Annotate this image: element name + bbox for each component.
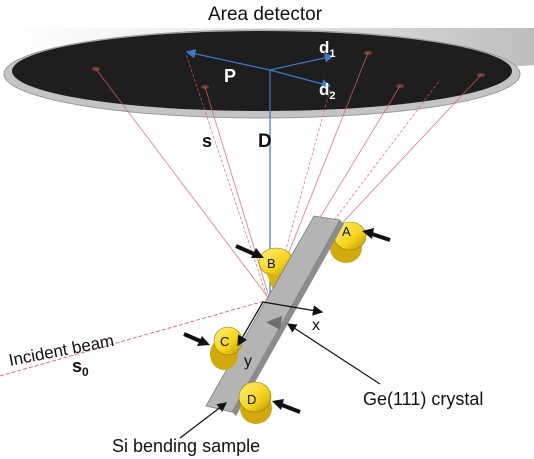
label-si-sample: Si bending sample: [112, 436, 260, 456]
label-ge-crystal: Ge(111) crystal: [363, 389, 483, 409]
area-detector: [4, 28, 534, 118]
label-incident-beam: Incident beam: [7, 331, 115, 370]
label-x-axis: x: [312, 317, 320, 334]
detector-title: Area detector: [208, 4, 323, 25]
label-support-B: B: [267, 256, 276, 271]
force-arrow-A: [372, 234, 390, 240]
label-D-vector: D: [258, 131, 272, 152]
label-support-C: C: [220, 334, 229, 349]
force-arrowhead-D: [272, 399, 284, 410]
label-s: s: [202, 131, 212, 151]
force-arrow-D: [282, 405, 300, 412]
ray: [205, 87, 270, 300]
label-y-axis: y: [244, 353, 252, 370]
label-support-A: A: [342, 224, 351, 239]
crystal-pointer: [288, 324, 380, 384]
sample-strip: [206, 216, 340, 412]
label-P: P: [224, 66, 236, 86]
sample-pointer: [180, 403, 226, 438]
si-bending-sample: [206, 216, 344, 416]
label-support-D: D: [247, 392, 256, 407]
force-arrow-C: [184, 334, 200, 341]
label-s0: s0: [72, 356, 89, 379]
detector-face: [12, 31, 512, 111]
